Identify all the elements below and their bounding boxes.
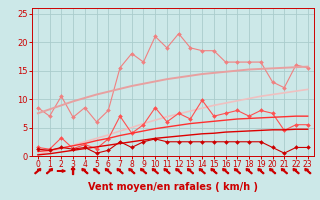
Text: Vent moyen/en rafales ( km/h ): Vent moyen/en rafales ( km/h ) (88, 182, 258, 192)
